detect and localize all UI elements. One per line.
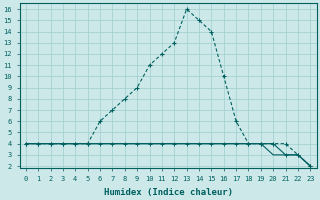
X-axis label: Humidex (Indice chaleur): Humidex (Indice chaleur) <box>104 188 233 197</box>
